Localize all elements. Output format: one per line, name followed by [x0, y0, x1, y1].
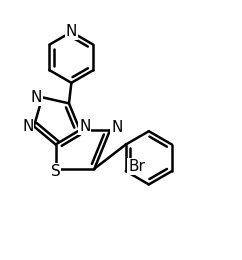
- Text: N: N: [30, 90, 42, 105]
- Text: N: N: [22, 119, 34, 134]
- Text: N: N: [66, 24, 77, 40]
- Text: S: S: [51, 164, 60, 179]
- Text: N: N: [79, 119, 91, 134]
- Text: N: N: [111, 120, 123, 135]
- Text: Br: Br: [128, 159, 145, 174]
